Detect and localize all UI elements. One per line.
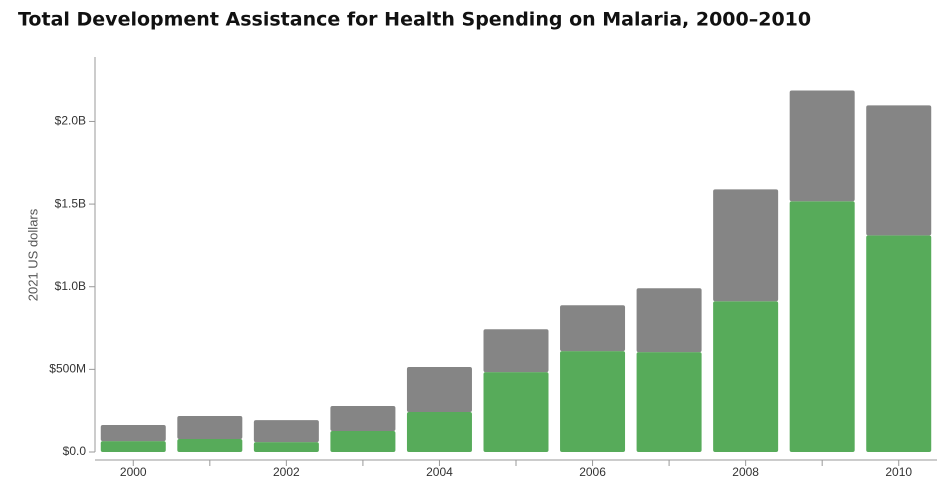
y-tick-label: $500M [49,362,86,376]
y-tick-label: $1.5B [55,196,86,210]
y-tick-label: $2.0B [55,114,86,128]
bar-segment [713,189,779,302]
bar-segment [406,367,472,413]
bar-segment [560,305,626,352]
bar-segment [177,415,243,439]
bar-segment [100,425,166,442]
bar-segment [253,442,319,452]
bar-segment [636,288,702,353]
y-tick-label: $1.0B [55,279,86,293]
bar-segment [789,90,855,202]
x-tick-label: 2002 [273,465,300,479]
x-tick-label: 2006 [579,465,606,479]
y-tick-label: $0.0 [63,444,87,458]
y-axis-label: 2021 US dollars [25,208,40,301]
x-tick-label: 2008 [732,465,759,479]
bar-segment [253,420,319,443]
bar-segment [330,431,396,452]
bar-segment [100,441,166,452]
bar-segment [866,235,932,452]
x-tick-label: 2010 [885,465,912,479]
bar-segment [483,372,549,452]
bar-segment [866,105,932,236]
bar-segment [636,352,702,452]
chart-title: Total Development Assistance for Health … [18,9,811,31]
bar-segment [330,406,396,432]
bar-segment [713,301,779,452]
x-tick-label: 2000 [120,465,147,479]
bar-segment [483,329,549,373]
x-tick-label: 2004 [426,465,453,479]
bar-segment [406,412,472,452]
bar-segment [177,438,243,452]
bar-segment [789,201,855,452]
bar-segment [560,351,626,452]
